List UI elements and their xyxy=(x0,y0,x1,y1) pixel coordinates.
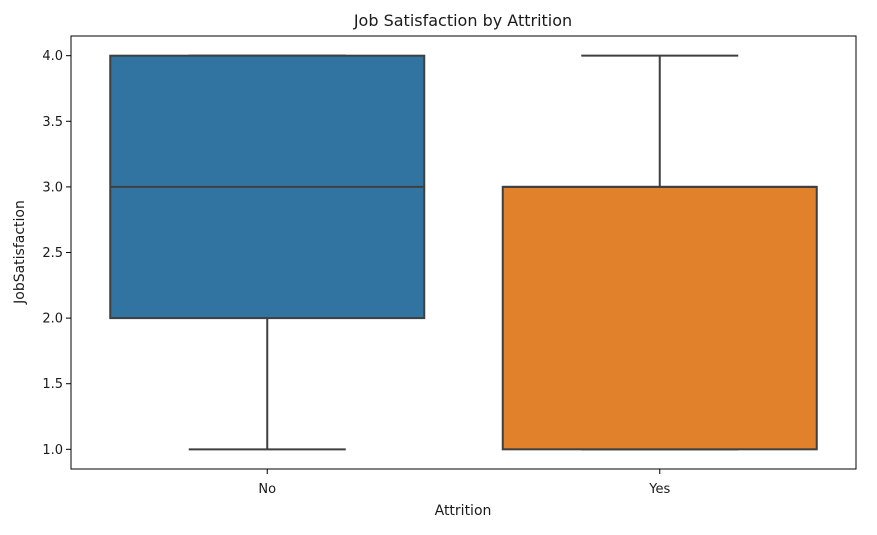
box-yes xyxy=(501,185,818,451)
x-axis-label: Attrition xyxy=(435,503,492,519)
chart-title: Job Satisfaction by Attrition xyxy=(353,11,572,30)
y-tick-label: 2.5 xyxy=(42,246,63,261)
y-tick-label: 3.0 xyxy=(42,180,63,195)
y-axis: 1.0 1.5 2.0 2.5 3.0 3.5 4.0 xyxy=(42,49,71,458)
box-group-no xyxy=(109,54,426,451)
plot-area xyxy=(109,54,818,451)
y-tick-label: 4.0 xyxy=(42,49,63,64)
box-group-yes xyxy=(501,54,818,451)
x-tick-label: No xyxy=(258,482,276,497)
y-tick-label: 1.5 xyxy=(42,377,63,392)
y-tick-label: 2.0 xyxy=(42,312,63,327)
y-axis-label: JobSatisfaction xyxy=(12,200,28,305)
x-tick-label: Yes xyxy=(648,482,670,497)
y-tick-label: 3.5 xyxy=(42,115,63,130)
x-axis: No Yes xyxy=(258,469,670,497)
y-tick-label: 1.0 xyxy=(42,443,63,458)
